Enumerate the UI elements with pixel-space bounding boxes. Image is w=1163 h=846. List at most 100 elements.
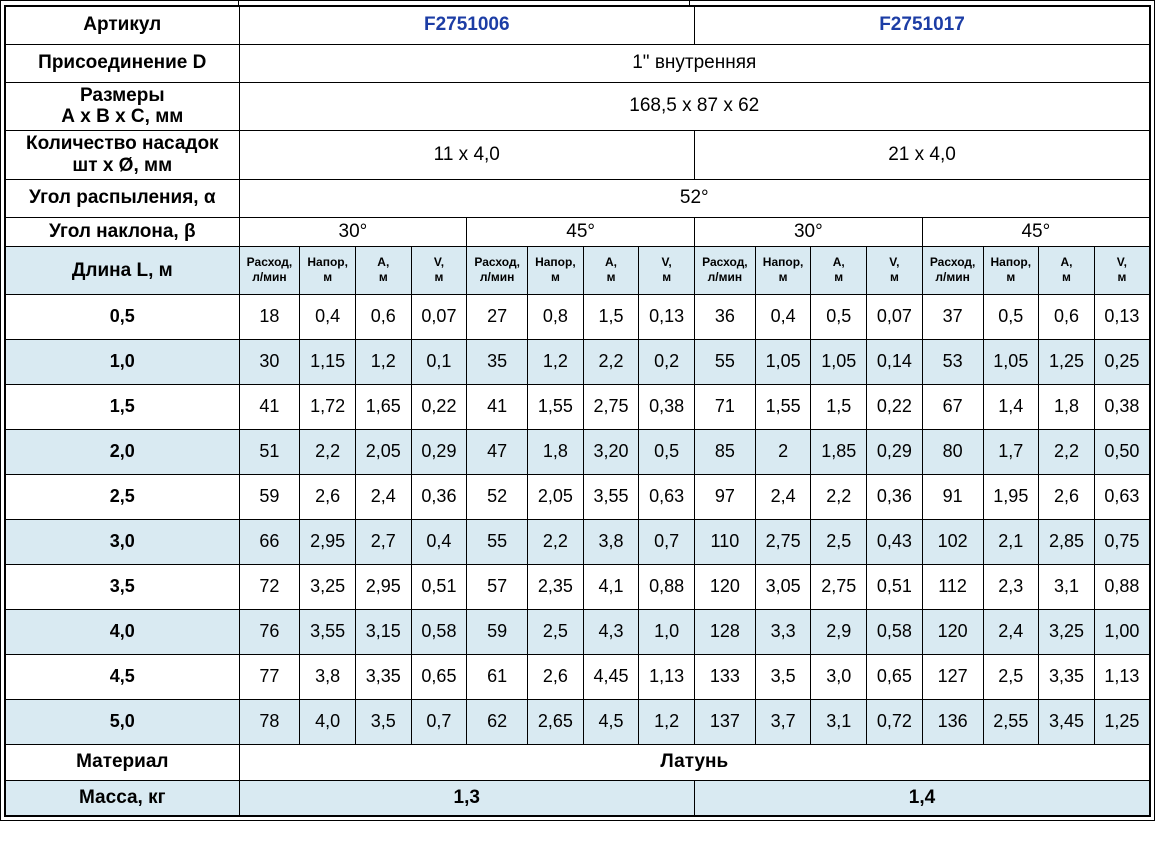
data-cell: 112 <box>921 563 984 610</box>
nozzles-value-1: 11 х 4,0 <box>238 130 695 180</box>
data-cell: 3,1 <box>1038 563 1095 610</box>
data-cell: 71 <box>693 383 756 430</box>
data-cell: 0,8 <box>527 293 584 340</box>
data-cell: 2,6 <box>527 653 584 700</box>
measure-header-v: V, м <box>866 245 923 295</box>
data-cell: 3,7 <box>754 698 812 745</box>
data-cell: 3,3 <box>754 608 812 655</box>
spray-angle-value: 52° <box>238 178 1151 218</box>
data-cell: 0,65 <box>866 653 923 700</box>
data-cell: 41 <box>238 383 301 430</box>
data-cell: 0,07 <box>410 293 468 340</box>
data-cell: 2,2 <box>527 518 584 565</box>
data-cell: 120 <box>921 608 984 655</box>
dimensions-label-line1: Размеры <box>79 84 165 106</box>
data-cell: 2,05 <box>527 473 584 520</box>
data-cell: 3,55 <box>582 473 640 520</box>
data-cell: 1,2 <box>354 338 412 385</box>
connection-value: 1" внутренняя <box>238 43 1151 83</box>
dimensions-label: Размеры А х В х С, мм <box>4 81 240 132</box>
data-cell: 18 <box>238 293 301 340</box>
data-cell: 1,00 <box>1093 608 1151 655</box>
data-cell: 78 <box>238 698 301 745</box>
data-cell: 1,05 <box>982 338 1040 385</box>
data-cell: 1,13 <box>638 653 695 700</box>
data-cell: 0,51 <box>410 563 468 610</box>
data-cell: 128 <box>693 608 756 655</box>
data-cell: 2,95 <box>354 563 412 610</box>
data-cell: 30 <box>238 338 301 385</box>
tilt-angle-value-4: 45° <box>921 216 1151 247</box>
data-cell: 1,4 <box>982 383 1040 430</box>
top-grid-stub <box>688 1 690 5</box>
table-row: 2,5 59 2,6 2,4 0,36 52 2,05 3,55 0,63 97 2,4 2,2 0,3… <box>4 473 1151 520</box>
data-cell: 0,6 <box>1038 293 1095 340</box>
connection-label: Присоединение D <box>4 43 240 83</box>
data-cell: 4,45 <box>582 653 640 700</box>
data-cell: 3,35 <box>1038 653 1095 700</box>
data-cell: 1,2 <box>638 698 695 745</box>
data-cell: 4,0 <box>299 698 356 745</box>
data-cell: 67 <box>921 383 984 430</box>
article-number-2: F2751017 <box>693 5 1151 45</box>
data-cell: 0,4 <box>410 518 468 565</box>
data-cell: 91 <box>921 473 984 520</box>
data-cell: 2,85 <box>1038 518 1095 565</box>
data-cell: 137 <box>693 698 756 745</box>
data-cell: 0,6 <box>354 293 412 340</box>
data-cell: 52 <box>466 473 529 520</box>
data-cell: 2,4 <box>754 473 812 520</box>
data-cell: 1,7 <box>982 428 1040 475</box>
data-cell: 2,2 <box>582 338 640 385</box>
data-cell: 1,8 <box>527 428 584 475</box>
table-row: 3,5 72 3,25 2,95 0,51 57 2,35 4,1 0,88 120 3,05 2,7… <box>4 563 1151 610</box>
data-cell: 1,95 <box>982 473 1040 520</box>
data-cell: 27 <box>466 293 529 340</box>
data-cell: 0,88 <box>638 563 695 610</box>
data-cell: 1,05 <box>754 338 812 385</box>
row-spray-angle: Угол распыления, α 52° <box>4 178 1151 218</box>
spray-angle-label: Угол распыления, α <box>4 178 240 218</box>
data-cell: 2,35 <box>527 563 584 610</box>
measure-header-row: Длина L, м Расход, л/мин Напор, м А, м V, м Расх… <box>4 245 1151 295</box>
product-spec-table: Артикул F2751006 F2751017 Присоединение … <box>4 5 1151 818</box>
data-cell: 3,8 <box>299 653 356 700</box>
data-cell: 41 <box>466 383 529 430</box>
tilt-angle-value-1: 30° <box>238 216 468 247</box>
data-cell: 1,2 <box>527 338 584 385</box>
data-cell: 0,07 <box>866 293 923 340</box>
data-cell: 0,38 <box>638 383 695 430</box>
table-row: 4,0 76 3,55 3,15 0,58 59 2,5 4,3 1,0 128 3,3 2,9 0,5… <box>4 608 1151 655</box>
data-cell: 59 <box>466 608 529 655</box>
row-material: Материал Латунь <box>4 743 1151 781</box>
data-cell: 2,3 <box>982 563 1040 610</box>
data-cell: 55 <box>693 338 756 385</box>
data-cell: 3,15 <box>354 608 412 655</box>
data-cell: 2,55 <box>982 698 1040 745</box>
mass-value-1: 1,3 <box>238 779 695 817</box>
data-cell: 2,4 <box>982 608 1040 655</box>
table-row: 3,0 66 2,95 2,7 0,4 55 2,2 3,8 0,7 110 2,75 2,5 0,43… <box>4 518 1151 565</box>
row-length: 2,0 <box>4 428 240 475</box>
row-mass: Масса, кг 1,3 1,4 <box>4 779 1151 817</box>
measure-header-flow: Расход, л/мин <box>466 245 529 295</box>
top-grid-stub <box>237 1 239 5</box>
data-cell: 2,6 <box>299 473 356 520</box>
measure-header-head: Напор, м <box>299 245 356 295</box>
data-cell: 3,55 <box>299 608 356 655</box>
data-cell: 1,13 <box>1093 653 1151 700</box>
data-cell: 3,8 <box>582 518 640 565</box>
data-cell: 66 <box>238 518 301 565</box>
data-cell: 0,7 <box>410 698 468 745</box>
mass-label: Масса, кг <box>4 779 240 817</box>
nozzles-value-2: 21 х 4,0 <box>693 130 1151 180</box>
dimensions-value: 168,5 x 87 x 62 <box>238 81 1151 132</box>
data-cell: 110 <box>693 518 756 565</box>
data-cell: 37 <box>921 293 984 340</box>
measure-header-a: А, м <box>1038 245 1095 295</box>
data-cell: 2,75 <box>582 383 640 430</box>
data-cell: 35 <box>466 338 529 385</box>
row-length: 4,0 <box>4 608 240 655</box>
data-cell: 2,05 <box>354 428 412 475</box>
data-cell: 2,5 <box>527 608 584 655</box>
